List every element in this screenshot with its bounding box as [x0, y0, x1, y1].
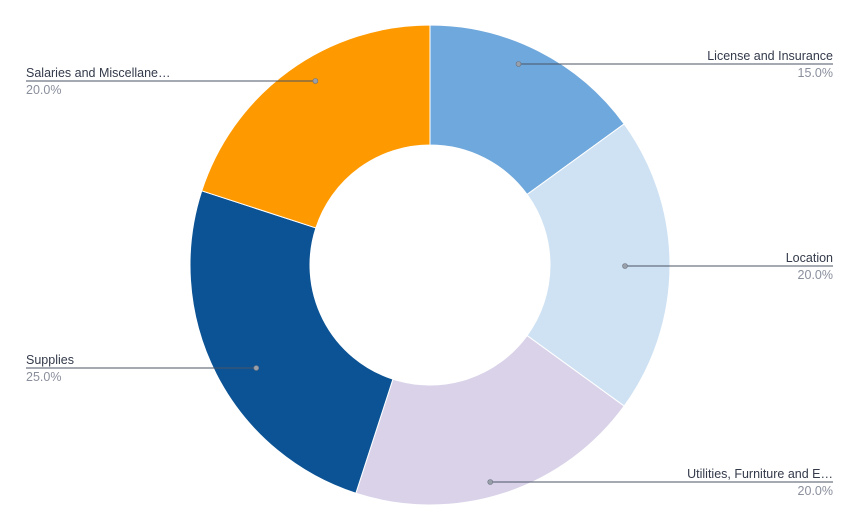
label-utilities-furniture-and-e: Utilities, Furniture and E… [687, 467, 833, 481]
slices-group [189, 24, 671, 506]
label-salaries-and-miscellane: Salaries and Miscellane… [26, 66, 171, 80]
slice-location[interactable] [526, 123, 671, 407]
leader-anchor-utilities-furniture-and-e [487, 479, 494, 485]
percent-salaries-and-miscellane: 20.0% [26, 83, 61, 97]
leader-anchor-salaries-and-miscellane [312, 78, 319, 84]
percent-location: 20.0% [798, 268, 833, 282]
label-license-and-insurance: License and Insurance [707, 49, 833, 63]
leader-anchor-license-and-insurance [515, 61, 522, 67]
slice-salaries-and-miscellane[interactable] [201, 24, 431, 229]
leader-anchor-supplies [253, 365, 260, 371]
leader-anchor-location [622, 263, 628, 269]
labels-group: License and Insurance 15.0% Location 20.0% U… [26, 49, 833, 498]
slice-license-and-insurance[interactable] [429, 24, 625, 196]
percent-license-and-insurance: 15.0% [798, 66, 833, 80]
slice-utilities-furniture-and-e[interactable] [355, 334, 625, 506]
percent-utilities-furniture-and-e: 20.0% [798, 484, 833, 498]
label-location: Location [786, 251, 833, 265]
label-supplies: Supplies [26, 353, 74, 367]
percent-supplies: 25.0% [26, 370, 61, 384]
slice-supplies[interactable] [189, 190, 394, 494]
